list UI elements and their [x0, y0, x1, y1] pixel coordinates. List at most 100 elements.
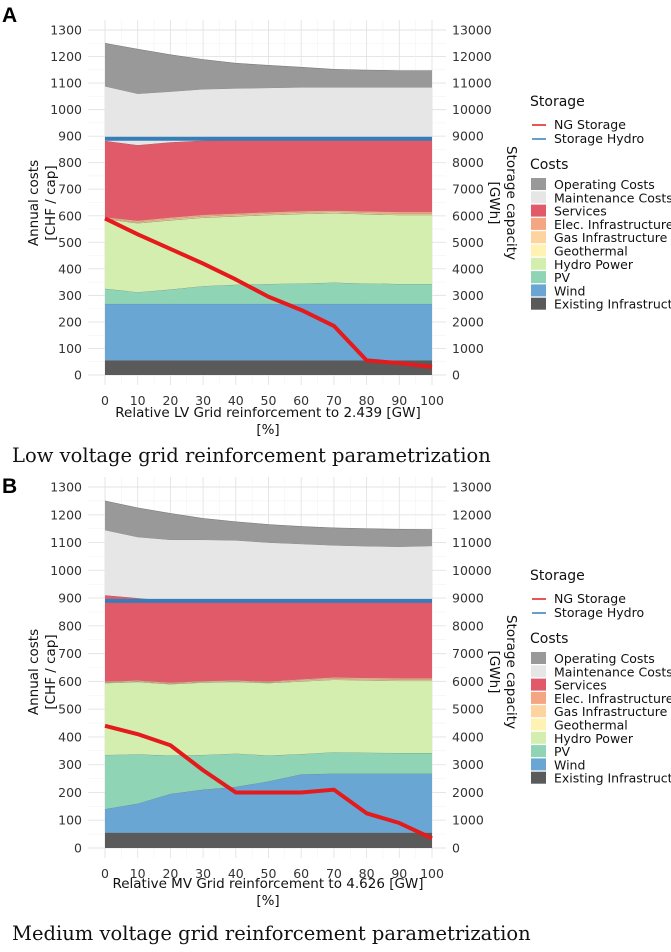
panel-b: B 01002003004005006007008009001000110012…: [2, 475, 531, 945]
area-boundary: [104, 500, 433, 530]
y-left-tick-label: 1100: [50, 535, 82, 550]
y-left-tick-label: 600: [58, 674, 82, 689]
area-operating-costs: [105, 43, 432, 94]
area-hydro-power: [105, 679, 432, 756]
area-services: [105, 595, 432, 683]
y-right-tick-label: 1000: [452, 813, 484, 828]
panel-a-right-ticks: 0 1000 2000 3000 4000 5000 6000 7000 8000 9000 100…: [452, 23, 492, 383]
x-tick-label: 100: [420, 393, 444, 408]
x-tick-label: 100: [420, 866, 444, 881]
y-left-tick-label: 900: [58, 591, 82, 606]
line-ng-storage: [104, 723, 433, 841]
area-boundary: [104, 43, 432, 71]
legend-costs-swatch: [531, 691, 546, 704]
y-left-tick-label: 400: [58, 729, 82, 744]
area-existing-infrastructure: [105, 832, 432, 848]
x-tick-label: 50: [261, 393, 277, 408]
y-right-tick-label: 1000: [452, 341, 484, 356]
legend-costs-swatch: [531, 745, 546, 758]
y-left-tick-label: 600: [58, 208, 82, 223]
area-services: [105, 140, 432, 221]
y-left-tick-label: 1100: [50, 76, 82, 91]
y-right-tick-label: 9000: [452, 129, 484, 144]
legend-costs-label: Hydro Power: [554, 257, 634, 272]
area-wind: [105, 303, 432, 361]
x-tick-label: 70: [326, 866, 342, 881]
area-wind: [105, 773, 432, 833]
legend-costs-label: Operating Costs: [554, 651, 655, 666]
y-right-tick-label: 7000: [452, 646, 484, 661]
panel-b-cost-areas: [104, 500, 433, 848]
legend-costs-label: Operating Costs: [554, 177, 655, 192]
x-tick-label: 60: [293, 393, 309, 408]
area-pv: [105, 752, 432, 810]
panel-a-xlabel-line1: Relative LV Grid reinforcement to 2.439 …: [115, 405, 421, 421]
y-right-tick-label: 8000: [452, 155, 484, 170]
y-left-tick-label: 100: [58, 341, 82, 356]
legend-costs-swatch: [531, 678, 546, 691]
legend-costs-label: Maintenance Costs: [554, 190, 671, 205]
panel-b-caption: Medium voltage grid reinforcement parame…: [12, 922, 531, 945]
legend-costs-label: Existing Infrastructure: [554, 771, 671, 786]
y-left-tick-label: 1200: [50, 507, 82, 522]
y-right-tick-label: 0: [452, 368, 460, 383]
y-right-tick-label: 2000: [452, 785, 484, 800]
y-left-tick-label: 1300: [50, 480, 82, 495]
y-right-tick-label: 7000: [452, 182, 484, 197]
area-boundary: [104, 210, 432, 221]
legend-costs-swatch: [531, 718, 546, 731]
line-ng-storage: [104, 216, 433, 370]
panel-b-ylabel-right-line2: [GWh]: [486, 651, 502, 694]
x-tick-label: 20: [162, 866, 178, 881]
legend-costs-label: Elec. Infrastructure: [554, 691, 671, 706]
y-left-tick-label: 100: [58, 813, 82, 828]
panel-b-xlabel-line1: Relative MV Grid reinforcement to 4.626 …: [112, 876, 423, 892]
panel-a-storage-lines: [104, 136, 433, 370]
legend-costs-label: Wind: [554, 283, 585, 298]
y-left-tick-label: 0: [74, 841, 82, 856]
y-right-tick-label: 5000: [452, 235, 484, 250]
legend-costs-label: Hydro Power: [554, 731, 634, 746]
y-right-tick-label: 6000: [452, 208, 484, 223]
legend-costs-swatch: [531, 191, 546, 204]
y-left-tick-label: 400: [58, 261, 82, 276]
x-tick-label: 80: [359, 393, 375, 408]
x-tick-label: 30: [195, 393, 211, 408]
legend-costs-swatch: [531, 652, 546, 664]
x-tick-label: 50: [261, 866, 277, 881]
panel-b-ylabel-right-line1: Storage capacity: [503, 615, 519, 729]
legend-costs-label: Gas Infrastructure: [554, 704, 668, 719]
y-left-tick-label: 300: [58, 288, 82, 303]
legend-costs-label: Wind: [554, 757, 585, 772]
panel-a-x-ticks: 0 10 20 30 40 50 60 70 80 90 100: [101, 393, 444, 408]
x-tick-label: 90: [391, 866, 407, 881]
y-right-tick-label: 13000: [452, 480, 492, 495]
legend-costs-label: Geothermal: [554, 244, 628, 259]
panel-b-ylabel-left-line1: Annual costs: [26, 629, 42, 715]
legend-costs-label: Existing Infrastructure: [554, 297, 671, 312]
legend-costs-swatch: [531, 297, 546, 310]
panel-a-caption: Low voltage grid reinforcement parametri…: [12, 444, 491, 467]
legend-costs-swatch: [531, 284, 546, 297]
y-left-tick-label: 700: [58, 646, 82, 661]
x-tick-label: 40: [228, 393, 244, 408]
panel-b-right-ticks: 0 1000 2000 3000 4000 5000 6000 7000 8000 9000 100…: [452, 480, 492, 856]
legend-costs-label: PV: [554, 270, 571, 285]
area-maintenance-costs: [105, 530, 432, 602]
x-tick-label: 20: [162, 393, 178, 408]
y-right-tick-label: 10000: [452, 563, 492, 578]
panel-b-ylabel-left-line2: [CHF / cap]: [43, 634, 59, 709]
y-left-tick-label: 1000: [50, 102, 82, 117]
legend-storage-label: Storage Hydro: [554, 131, 644, 146]
y-left-tick-label: 0: [74, 368, 82, 383]
legend-storage-label: Storage Hydro: [554, 605, 644, 620]
legend-costs-label: Maintenance Costs: [554, 664, 671, 679]
x-tick-label: 80: [359, 866, 375, 881]
legend-costs-swatch: [531, 178, 546, 190]
panel-a: A 01002003004005006007008009001000110012…: [2, 4, 519, 467]
legend-storage-label: NG Storage: [554, 591, 626, 606]
panel-b-xlabel-line2: [%]: [256, 893, 279, 909]
